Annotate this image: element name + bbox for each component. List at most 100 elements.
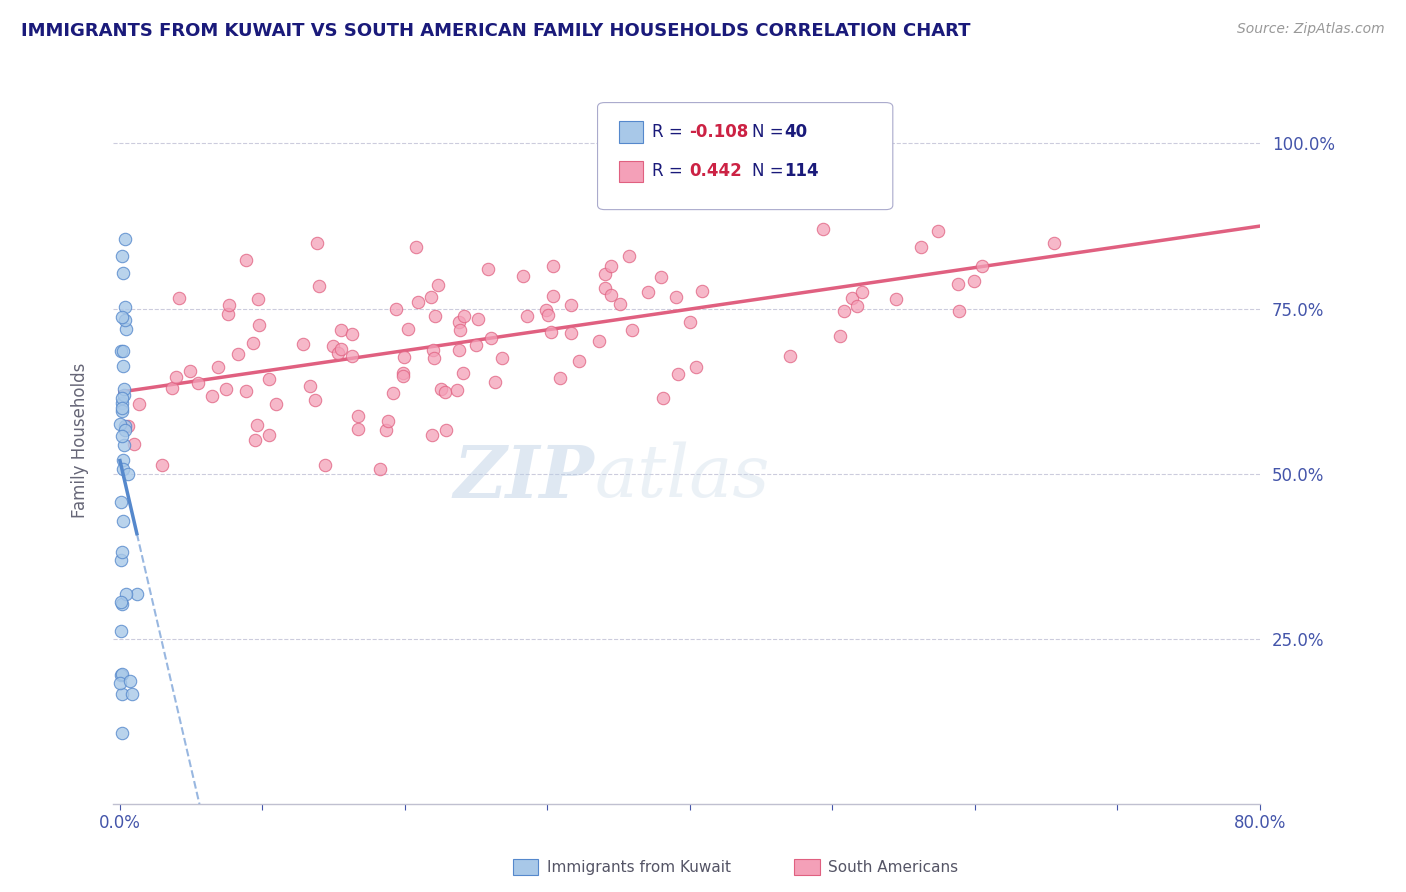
- Point: [385, 301, 408, 316]
- Point: [446, 383, 468, 397]
- Point: [453, 310, 475, 324]
- Point: [392, 368, 415, 383]
- Point: [114, 587, 136, 601]
- Point: [685, 359, 707, 374]
- Point: [118, 673, 141, 688]
- Point: [600, 260, 623, 274]
- Point: [257, 427, 280, 442]
- Point: [427, 278, 450, 293]
- Point: [405, 240, 427, 254]
- Point: [479, 331, 502, 345]
- Point: [110, 401, 132, 415]
- Point: [617, 249, 640, 263]
- Point: [314, 458, 336, 473]
- Point: [946, 277, 969, 292]
- Point: [111, 310, 134, 324]
- Point: [779, 350, 801, 364]
- Point: [560, 326, 582, 340]
- Point: [1043, 235, 1066, 250]
- Point: [406, 294, 429, 309]
- Text: ZIP: ZIP: [454, 442, 595, 513]
- Text: South Americans: South Americans: [828, 860, 959, 874]
- Point: [593, 280, 616, 294]
- Point: [110, 495, 132, 509]
- Point: [340, 326, 363, 341]
- Point: [114, 419, 136, 434]
- Point: [543, 259, 565, 273]
- Point: [884, 293, 907, 307]
- Point: [125, 587, 148, 601]
- Point: [110, 595, 132, 609]
- Point: [593, 267, 616, 281]
- Point: [322, 339, 344, 353]
- Point: [910, 240, 932, 254]
- Point: [111, 453, 134, 467]
- Point: [841, 291, 863, 305]
- Point: [201, 389, 224, 403]
- Text: R =: R =: [652, 162, 689, 180]
- Point: [425, 309, 447, 323]
- Point: [257, 372, 280, 386]
- Point: [679, 315, 702, 329]
- Text: IMMIGRANTS FROM KUWAIT VS SOUTH AMERICAN FAMILY HOUSEHOLDS CORRELATION CHART: IMMIGRANTS FROM KUWAIT VS SOUTH AMERICAN…: [21, 22, 970, 40]
- Point: [846, 299, 869, 313]
- Point: [242, 335, 264, 350]
- Point: [347, 422, 370, 436]
- Point: [433, 385, 456, 400]
- Point: [111, 404, 134, 418]
- Point: [112, 266, 135, 280]
- Point: [112, 515, 135, 529]
- Point: [111, 725, 134, 739]
- Point: [540, 326, 562, 340]
- Point: [207, 359, 229, 374]
- Point: [128, 397, 150, 411]
- Point: [464, 337, 486, 351]
- Text: -0.108: -0.108: [689, 123, 748, 141]
- Point: [308, 278, 330, 293]
- Point: [121, 687, 143, 701]
- Point: [963, 274, 986, 288]
- Point: [548, 371, 571, 385]
- Point: [512, 268, 534, 283]
- Point: [112, 438, 135, 452]
- Point: [111, 666, 134, 681]
- Point: [122, 436, 145, 450]
- Point: [491, 351, 513, 366]
- Point: [377, 414, 399, 428]
- Point: [165, 370, 187, 384]
- Point: [114, 300, 136, 314]
- Point: [112, 462, 135, 476]
- Point: [537, 308, 560, 322]
- Point: [264, 397, 287, 411]
- Text: 0.442: 0.442: [689, 162, 742, 180]
- Point: [217, 307, 239, 321]
- Text: Source: ZipAtlas.com: Source: ZipAtlas.com: [1237, 22, 1385, 37]
- Point: [246, 417, 269, 432]
- Point: [449, 343, 471, 358]
- Point: [114, 232, 136, 246]
- Point: [111, 395, 134, 409]
- Text: R =: R =: [652, 123, 689, 141]
- Point: [447, 315, 470, 329]
- Point: [652, 392, 675, 406]
- Y-axis label: Family Households: Family Households: [72, 363, 89, 518]
- Point: [114, 312, 136, 326]
- Point: [396, 322, 419, 336]
- Point: [420, 428, 443, 442]
- Point: [112, 382, 135, 396]
- Point: [637, 285, 659, 300]
- Point: [600, 288, 623, 302]
- Point: [111, 343, 134, 358]
- Point: [245, 434, 267, 448]
- Point: [111, 597, 134, 611]
- Point: [187, 376, 209, 390]
- Text: N =: N =: [752, 162, 789, 180]
- Point: [117, 419, 139, 434]
- Text: N =: N =: [752, 123, 789, 141]
- Point: [291, 337, 314, 351]
- Point: [695, 185, 717, 199]
- Point: [382, 386, 405, 401]
- Point: [828, 328, 851, 343]
- Point: [467, 312, 489, 326]
- Point: [114, 322, 136, 336]
